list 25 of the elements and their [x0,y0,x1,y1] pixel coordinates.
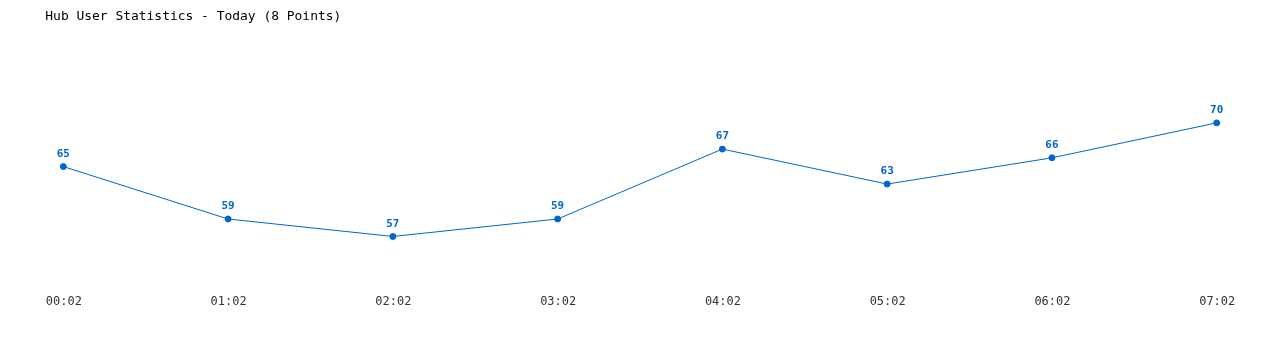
data-label: 59 [221,199,235,213]
point [59,163,67,171]
x-tick-label: 05:02 [869,294,906,309]
point [1213,119,1221,127]
point [554,215,562,223]
data-label: 66 [1045,137,1059,151]
data-label: 63 [880,164,894,178]
chart-title: Hub User Statistics - Today (8 Points) [45,8,342,24]
point [224,215,232,223]
data-label: 70 [1210,102,1224,116]
data-label: 67 [715,129,729,143]
x-tick-label: 01:02 [210,294,247,309]
data-label: 57 [386,216,400,230]
x-tick-label: 00:02 [45,294,82,309]
point [718,145,726,153]
data-label: 65 [56,146,70,160]
x-tick-label: 07:02 [1199,294,1236,309]
x-tick-label: 06:02 [1034,294,1071,309]
point [389,232,397,240]
data-label: 59 [551,199,565,213]
point [883,180,891,188]
x-tick-label: 03:02 [540,294,577,309]
x-tick-label: 02:02 [375,294,412,309]
point [1048,154,1056,162]
x-tick-label: 04:02 [704,294,741,309]
